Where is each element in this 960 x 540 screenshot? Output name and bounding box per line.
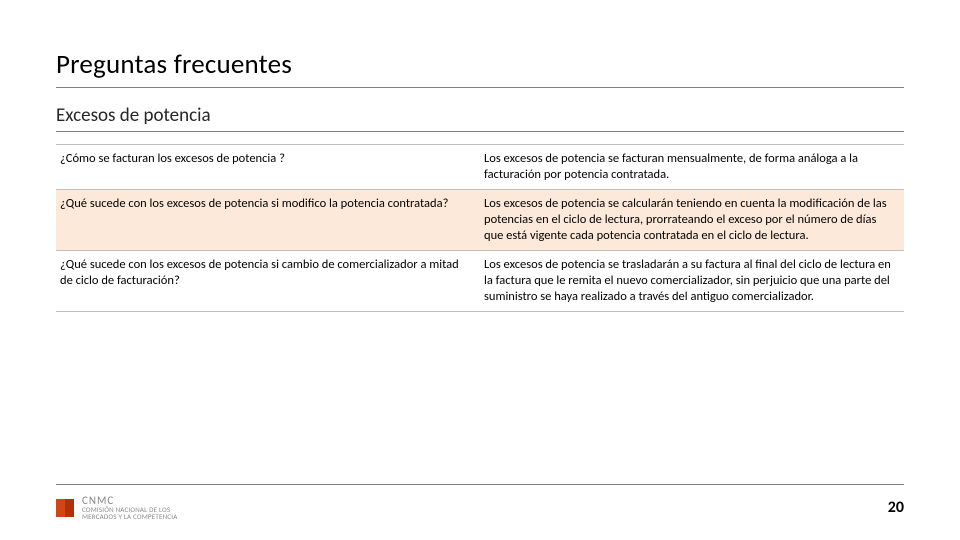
table-row: ¿Cómo se facturan los excesos de potenci…: [56, 145, 904, 190]
table-row: ¿Qué sucede con los excesos de potencia …: [56, 190, 904, 251]
question-cell: ¿Qué sucede con los excesos de potencia …: [56, 190, 480, 251]
org-logo: CNMC COMISIÓN NACIONAL DE LOS MERCADOS Y…: [56, 495, 177, 520]
question-cell: ¿Qué sucede con los excesos de potencia …: [56, 251, 480, 312]
question-cell: ¿Cómo se facturan los excesos de potenci…: [56, 145, 480, 190]
footer-rule: [56, 484, 904, 485]
table-row: ¿Qué sucede con los excesos de potencia …: [56, 251, 904, 312]
faq-table: ¿Cómo se facturan los excesos de potenci…: [56, 144, 904, 312]
footer-bar: CNMC COMISIÓN NACIONAL DE LOS MERCADOS Y…: [56, 495, 904, 520]
page-number: 20: [888, 498, 904, 517]
page-title: Preguntas frecuentes: [56, 48, 904, 88]
logo-text: CNMC COMISIÓN NACIONAL DE LOS MERCADOS Y…: [82, 495, 177, 520]
footer: CNMC COMISIÓN NACIONAL DE LOS MERCADOS Y…: [56, 484, 904, 520]
answer-cell: Los excesos de potencia se facturan mens…: [480, 145, 904, 190]
answer-cell: Los excesos de potencia se calcularán te…: [480, 190, 904, 251]
logo-subline-2: MERCADOS Y LA COMPETENCIA: [82, 513, 177, 520]
logo-mark-icon: [56, 499, 74, 517]
slide-page: Preguntas frecuentes Excesos de potencia…: [0, 0, 960, 540]
section-subtitle: Excesos de potencia: [56, 104, 904, 132]
answer-cell: Los excesos de potencia se trasladarán a…: [480, 251, 904, 312]
